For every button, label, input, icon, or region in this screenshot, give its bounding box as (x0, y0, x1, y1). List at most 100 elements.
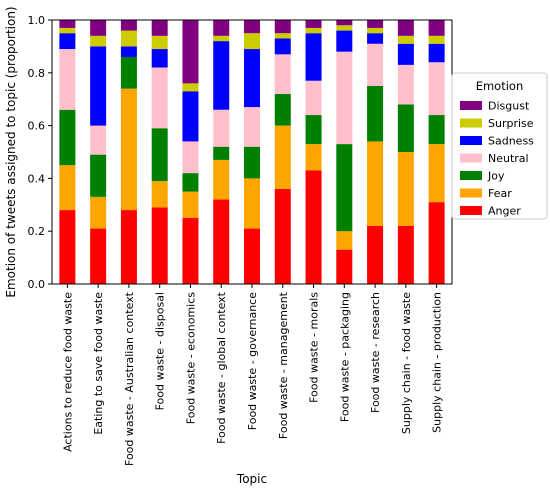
bar-segment-joy-7 (274, 93, 291, 126)
bar-segment-sadness-12 (428, 43, 445, 63)
bar-segment-neutral-11 (397, 64, 414, 105)
y-tick-label-5: 1.0 (28, 14, 46, 27)
bar-segment-surprise-5 (213, 35, 230, 42)
bar-segment-neutral-0 (59, 49, 76, 110)
bar-segment-joy-11 (397, 104, 414, 152)
bar-segment-sadness-6 (244, 49, 260, 108)
bar-segment-anger-7 (274, 188, 291, 284)
y-tick-label-4: 0.8 (28, 67, 46, 80)
bar-segment-disgust-5 (213, 20, 230, 36)
bar-segment-anger-10 (367, 225, 384, 284)
legend: Emotion Disgust Surprise Sadness Neutral Joy F… (451, 72, 548, 220)
bar-segment-joy-6 (244, 146, 260, 179)
bar-segment-fear-11 (397, 152, 414, 226)
legend-label-sadness: Sadness (488, 135, 534, 148)
bar-segment-sadness-1 (90, 46, 107, 126)
bar-segment-surprise-2 (120, 30, 137, 47)
bar-segment-fear-0 (59, 165, 76, 211)
legend-label-disgust: Disgust (488, 100, 530, 113)
bar-segment-fear-8 (305, 144, 322, 171)
legend-label-anger: Anger (488, 205, 521, 218)
bar-segment-anger-6 (244, 228, 260, 284)
legend-label-surprise: Surprise (488, 117, 534, 130)
x-tick-label-11: Supply chain - food waste (400, 292, 413, 434)
x-tick-label-8: Food waste - morals (308, 292, 321, 403)
bar-segment-disgust-1 (90, 20, 107, 36)
bar-segment-joy-9 (336, 144, 353, 232)
bar-segment-anger-1 (90, 228, 107, 284)
bar-segment-fear-2 (120, 88, 137, 211)
bar-segment-disgust-11 (397, 20, 414, 36)
bar-segment-anger-2 (120, 210, 137, 284)
bar-segment-surprise-3 (151, 35, 168, 50)
bar-segment-joy-3 (151, 128, 168, 182)
bar-segment-fear-4 (182, 191, 199, 218)
bar-segment-neutral-4 (182, 141, 199, 174)
bar-segment-fear-7 (274, 125, 291, 189)
legend-label-joy: Joy (487, 170, 505, 183)
bar-segment-sadness-10 (367, 33, 384, 44)
bar-segment-surprise-9 (336, 25, 353, 31)
bar-segment-sadness-3 (151, 49, 168, 68)
x-tick-label-2: Food waste - Australian context (123, 291, 136, 466)
x-tick-label-5: Food waste - global context (215, 291, 228, 444)
bar-segment-surprise-7 (274, 33, 291, 39)
bar-segment-neutral-3 (151, 67, 168, 129)
bars-group (59, 20, 445, 284)
x-tick-label-12: Supply chain - production (431, 292, 444, 433)
bar-segment-fear-10 (367, 141, 384, 226)
bar-segment-anger-8 (305, 170, 322, 284)
bar-segment-surprise-12 (428, 35, 445, 44)
bar-segment-fear-9 (336, 231, 353, 250)
bar-segment-sadness-7 (274, 38, 291, 55)
bar-segment-neutral-12 (428, 62, 445, 116)
bar-segment-anger-9 (336, 249, 353, 284)
bar-segment-anger-0 (59, 210, 76, 284)
bar-segment-anger-5 (213, 199, 230, 284)
legend-swatch-disgust (460, 101, 482, 110)
bar-segment-joy-4 (182, 173, 199, 192)
bar-segment-anger-3 (151, 207, 168, 284)
bar-segment-joy-2 (120, 56, 137, 89)
x-tick-label-10: Food waste - research (369, 292, 382, 413)
bar-segment-fear-6 (244, 178, 260, 229)
bar-segment-anger-12 (428, 202, 445, 284)
bar-segment-sadness-4 (182, 91, 199, 142)
legend-swatch-anger (460, 206, 482, 215)
y-axis-title: Emotion of tweets assigned to topic (pro… (4, 6, 18, 297)
bar-segment-disgust-2 (120, 20, 137, 31)
bar-segment-anger-4 (182, 218, 199, 284)
legend-swatch-neutral (460, 153, 482, 163)
bar-segment-neutral-5 (213, 109, 230, 147)
bar-segment-sadness-8 (305, 33, 322, 81)
bar-segment-joy-1 (90, 154, 107, 197)
x-tick-label-6: Food waste - governance (246, 292, 259, 430)
x-tick-label-3: Food waste - disposal (154, 292, 167, 410)
bar-segment-sadness-9 (336, 30, 353, 52)
bar-segment-joy-5 (213, 146, 230, 160)
legend-swatch-joy (460, 171, 482, 180)
bar-segment-surprise-1 (90, 35, 107, 47)
bar-segment-surprise-6 (244, 33, 260, 50)
bar-segment-disgust-10 (367, 20, 384, 28)
bar-segment-disgust-8 (305, 20, 322, 28)
x-axis-title: Topic (236, 472, 267, 486)
bar-segment-surprise-11 (397, 35, 414, 44)
bar-segment-fear-5 (213, 159, 230, 200)
bar-segment-sadness-0 (59, 33, 76, 50)
bar-segment-neutral-7 (274, 54, 291, 94)
bar-segment-neutral-8 (305, 80, 322, 116)
bar-segment-sadness-2 (120, 46, 137, 57)
legend-swatch-surprise (460, 118, 482, 128)
bar-segment-surprise-10 (367, 27, 384, 34)
y-tick-label-1: 0.2 (28, 225, 46, 238)
bar-segment-disgust-4 (182, 20, 199, 84)
bar-segment-neutral-6 (244, 107, 260, 147)
bar-segment-sadness-5 (213, 41, 230, 110)
legend-label-fear: Fear (488, 187, 512, 200)
bar-segment-disgust-6 (244, 20, 260, 34)
bar-segment-disgust-12 (428, 20, 445, 36)
bar-segment-disgust-7 (274, 20, 291, 34)
bar-segment-disgust-9 (336, 20, 353, 26)
bar-segment-joy-12 (428, 115, 445, 145)
